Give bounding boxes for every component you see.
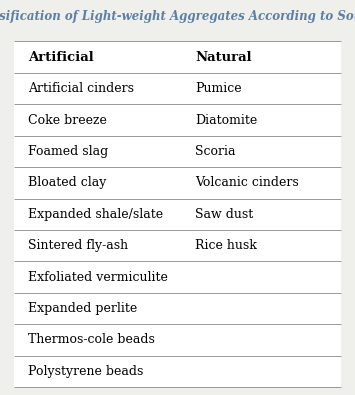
Text: Expanded shale/slate: Expanded shale/slate bbox=[28, 208, 164, 221]
Text: Foamed slag: Foamed slag bbox=[28, 145, 109, 158]
Text: Volcanic cinders: Volcanic cinders bbox=[195, 176, 299, 189]
Text: Rice husk: Rice husk bbox=[195, 239, 257, 252]
Text: Artificial cinders: Artificial cinders bbox=[28, 82, 135, 95]
Text: Natural: Natural bbox=[195, 51, 252, 64]
Text: Artificial: Artificial bbox=[28, 51, 94, 64]
Text: Classification of Light-weight Aggregates According to Source: Classification of Light-weight Aggregate… bbox=[0, 10, 355, 23]
Bar bbox=[14, 41, 341, 387]
Text: Exfoliated vermiculite: Exfoliated vermiculite bbox=[28, 271, 168, 284]
Text: Expanded perlite: Expanded perlite bbox=[28, 302, 138, 315]
Text: Saw dust: Saw dust bbox=[195, 208, 253, 221]
Text: Diatomite: Diatomite bbox=[195, 113, 257, 126]
Text: Polystyrene beads: Polystyrene beads bbox=[28, 365, 144, 378]
Text: Pumice: Pumice bbox=[195, 82, 242, 95]
Text: Bloated clay: Bloated clay bbox=[28, 176, 107, 189]
Text: Scoria: Scoria bbox=[195, 145, 236, 158]
Text: Thermos-cole beads: Thermos-cole beads bbox=[28, 333, 155, 346]
Text: Sintered fly-ash: Sintered fly-ash bbox=[28, 239, 129, 252]
Text: Coke breeze: Coke breeze bbox=[28, 113, 107, 126]
